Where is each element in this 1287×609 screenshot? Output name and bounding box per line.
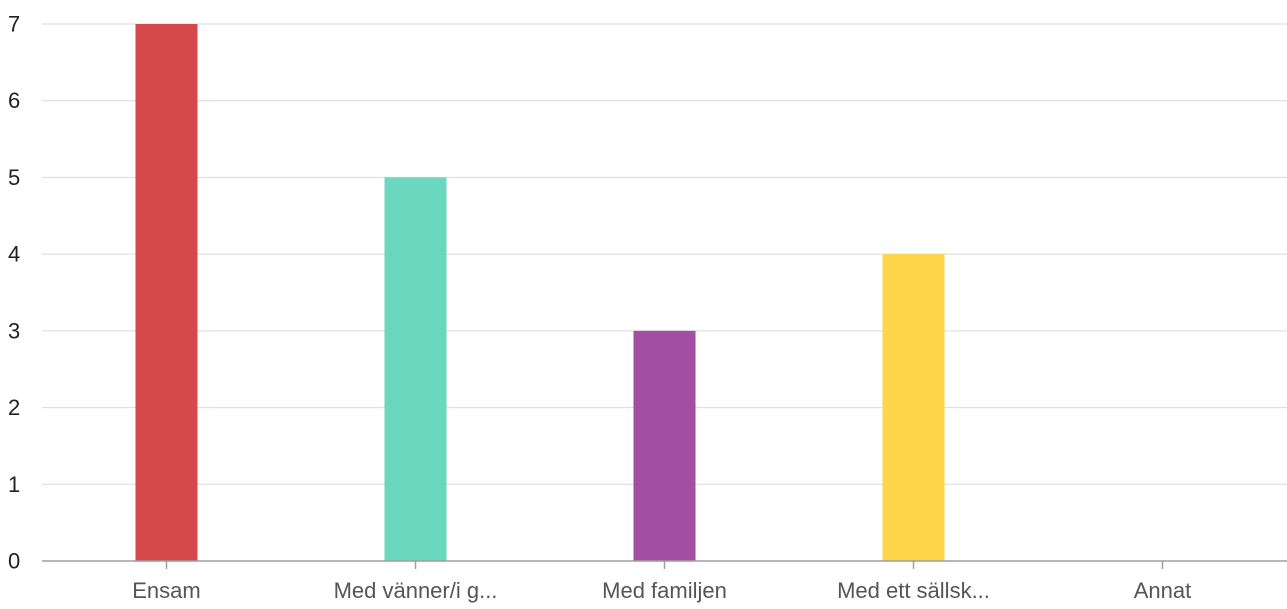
x-axis-tick-labels: Ensam Med vänner/i g... Med familjen Med et… (132, 578, 1191, 603)
x-tick-label: Ensam (132, 578, 200, 603)
y-tick-label: 1 (8, 472, 20, 497)
x-tick-label: Annat (1134, 578, 1192, 603)
x-axis (42, 560, 1287, 569)
bar-3[interactable] (633, 330, 696, 561)
y-tick-label: 2 (8, 395, 20, 420)
x-tick-label: Med ett sällsk... (837, 578, 990, 603)
y-axis-tick-labels: 0 1 2 3 4 5 6 7 (8, 12, 20, 574)
y-tick-label: 3 (8, 318, 20, 343)
y-tick-label: 5 (8, 165, 20, 190)
bars (135, 24, 945, 561)
bar-1[interactable] (135, 24, 198, 561)
x-tick-label: Med familjen (602, 578, 727, 603)
y-tick-label: 4 (8, 242, 20, 267)
x-tick-label: Med vänner/i g... (334, 578, 498, 603)
y-tick-label: 6 (8, 88, 20, 113)
y-tick-label: 7 (8, 12, 20, 37)
bar-2[interactable] (384, 177, 447, 561)
bar-4[interactable] (882, 254, 945, 561)
y-tick-label: 0 (8, 549, 20, 574)
